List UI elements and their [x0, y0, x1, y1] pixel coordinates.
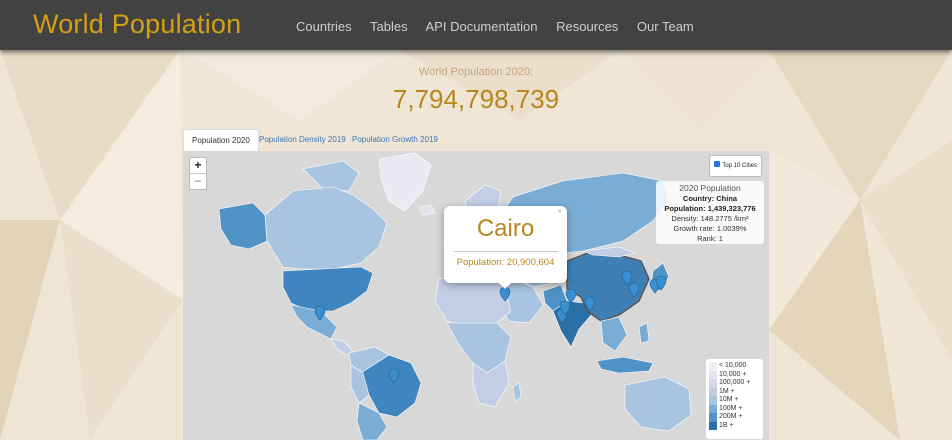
- map-legend: < 10,000 10,000 +100,000 +1M +10M +100M +…: [706, 359, 763, 439]
- country-info-box: 2020 Population Country: China Populatio…: [656, 181, 764, 244]
- country-madagascar: [512, 382, 522, 402]
- legend-swatch: [709, 387, 717, 396]
- info-country-label: Country:: [682, 194, 715, 203]
- brand-logo[interactable]: World Population: [33, 9, 242, 39]
- city-popup: × Cairo Population: 20,900,604: [444, 206, 567, 283]
- info-growth-value: 1.0039%: [716, 224, 747, 233]
- city-marker-delhi: [565, 288, 577, 304]
- legend-item: 1B +: [706, 421, 763, 430]
- legend-swatch: [709, 404, 717, 413]
- tab-population-density-2019[interactable]: Population Density 2019: [259, 135, 346, 144]
- legend-label: 1B +: [719, 421, 734, 429]
- info-growth-label: Growth rate:: [673, 224, 715, 233]
- popup-tip: [498, 282, 512, 289]
- legend-label: 200M +: [719, 413, 743, 420]
- legend-label: < 10,000: [719, 362, 747, 369]
- country-iceland: [418, 204, 436, 216]
- city-marker-sao-paulo: [388, 368, 400, 384]
- top-cities-checkbox[interactable]: [714, 161, 721, 168]
- city-marker-mexico-city: [314, 305, 326, 321]
- legend-swatch: [709, 379, 717, 388]
- legend-swatch: [709, 421, 717, 430]
- population-label: World Population 2020:: [418, 66, 534, 78]
- nav-link-countries[interactable]: Countries: [296, 19, 352, 34]
- legend-item: < 10,000: [706, 362, 763, 371]
- zoom-control: + −: [189, 157, 207, 190]
- city-marker-shanghai: [628, 282, 640, 298]
- legend-item: 10M +: [706, 396, 763, 405]
- country-canada: [264, 186, 388, 270]
- population-value: 7,794,798,739: [392, 84, 560, 114]
- info-box-title: 2020 Population: [679, 183, 741, 193]
- info-country-value: China: [716, 194, 738, 203]
- country-brazil: [360, 354, 422, 418]
- country-southeast-asia: [600, 316, 628, 352]
- legend-swatch: [709, 413, 717, 422]
- country-canada-islands: [302, 160, 360, 192]
- legend-label: 1M +: [719, 387, 735, 395]
- city-marker-mumbai: [559, 300, 571, 316]
- country-greenland: [378, 152, 432, 212]
- legend-item: 100,000 +: [706, 379, 763, 388]
- city-marker-beijing: [621, 270, 633, 286]
- nav-links: Countries Tables API Documentation Resou…: [296, 19, 709, 34]
- info-rank-label: Rank:: [697, 234, 717, 243]
- popup-close-button[interactable]: ×: [557, 207, 562, 216]
- country-alaska: [218, 202, 268, 250]
- country-philippines: [638, 322, 650, 344]
- country-argentina: [356, 402, 388, 440]
- legend-item: 10,000 +: [706, 370, 763, 379]
- zoom-out-button[interactable]: −: [190, 173, 206, 189]
- city-marker-dhaka: [584, 296, 596, 312]
- nav-link-our-team[interactable]: Our Team: [636, 19, 694, 34]
- legend-item: 1M +: [706, 387, 763, 396]
- city-marker-tokyo: [655, 275, 667, 291]
- zoom-in-button[interactable]: +: [194, 158, 202, 172]
- legend-swatch: [709, 396, 717, 405]
- country-usa: [282, 266, 374, 312]
- city-marker-cairo: [499, 286, 511, 302]
- info-rank-value: 1: [718, 234, 723, 243]
- legend-label: 100M +: [719, 404, 743, 412]
- legend-label: 10M +: [719, 396, 739, 403]
- country-mongolia: [582, 246, 637, 258]
- nav-link-tables[interactable]: Tables: [370, 19, 408, 34]
- legend-label: 10,000 +: [719, 370, 747, 378]
- info-density-label: Density:: [671, 214, 699, 223]
- legend-item: 200M +: [706, 413, 763, 422]
- popup-divider: [453, 251, 558, 252]
- nav-link-api-documentation[interactable]: API Documentation: [425, 19, 538, 34]
- navbar: World Population Countries Tables API Do…: [0, 0, 952, 50]
- world-map[interactable]: + − Top 10 Cities 2020 Population Countr…: [183, 151, 769, 440]
- legend-label: 100,000 +: [719, 379, 751, 386]
- tab-population-2020[interactable]: Population 2020: [183, 129, 259, 151]
- top-cities-toggle[interactable]: Top 10 Cities: [709, 155, 762, 177]
- top-cities-label: Top 10 Cities: [722, 163, 757, 169]
- legend-rows: < 10,000 10,000 +100,000 +1M +10M +100M +…: [706, 359, 763, 430]
- nav-link-resources[interactable]: Resources: [556, 19, 619, 34]
- popup-city-name: Cairo: [476, 215, 535, 242]
- popup-population: Population: 20,900,604: [456, 257, 555, 268]
- legend-item: 100M +: [706, 404, 763, 413]
- info-population-value: 1,439,323,776: [707, 204, 756, 213]
- country-southern-africa: [472, 360, 510, 408]
- legend-swatch: [709, 370, 717, 379]
- country-peru: [350, 364, 370, 404]
- country-australia: [624, 376, 692, 432]
- country-indonesia: [596, 356, 654, 374]
- tab-population-growth-2019[interactable]: Population Growth 2019: [352, 135, 438, 144]
- info-population-label: Population:: [664, 204, 706, 213]
- info-density-value: 148.2775 /km²: [700, 214, 749, 223]
- legend-swatch: [709, 362, 717, 371]
